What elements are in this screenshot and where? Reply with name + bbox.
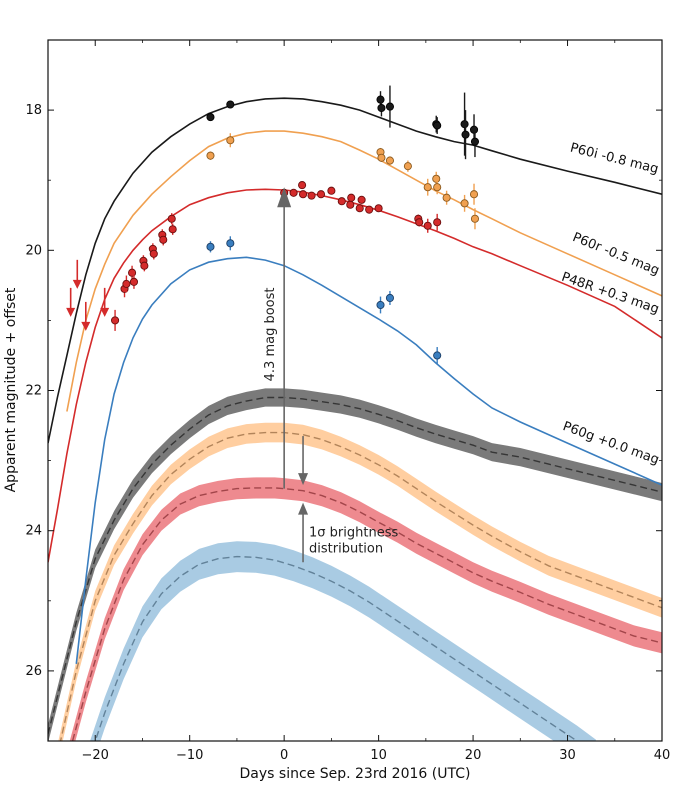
curve-series-2	[48, 188, 662, 563]
point-2-19	[327, 186, 336, 195]
point-1-12	[470, 214, 480, 223]
point-1-6	[423, 183, 432, 192]
x-tick-label-4: 20	[465, 748, 482, 763]
point-1-9	[442, 193, 451, 202]
brightness-bands	[48, 388, 662, 741]
point-2-24	[357, 195, 366, 204]
point-2-14	[289, 188, 298, 197]
point-0-2	[376, 95, 385, 104]
point-2-10	[159, 235, 168, 244]
boost-label: 4.3 mag boost	[263, 287, 278, 381]
point-1-7	[432, 174, 441, 183]
x-tick-label-1: −10	[176, 748, 203, 763]
point-2-23	[355, 204, 364, 213]
point-2-18	[316, 190, 326, 199]
point-0-7	[460, 120, 469, 129]
point-1-11	[469, 190, 479, 199]
point-0-10	[470, 137, 480, 146]
point-2-0	[111, 316, 120, 325]
point-3-2	[376, 300, 385, 310]
point-1-0	[206, 151, 215, 160]
upper-limit-arrow-1	[72, 279, 82, 289]
point-0-3	[377, 103, 386, 113]
sigma-arrow-up-head	[298, 502, 309, 515]
point-2-6	[140, 261, 149, 270]
band-2	[69, 477, 662, 741]
upper-limit-arrow-2	[81, 321, 91, 331]
curve-series-1	[66, 130, 662, 412]
y-tick-label-3: 24	[25, 524, 42, 539]
sigma-label-line1: 1σ brightness	[309, 525, 398, 540]
point-2-12	[168, 225, 177, 234]
point-2-20	[337, 197, 346, 206]
sigma-label-line2: distribution	[309, 541, 383, 556]
band-median-0	[48, 396, 662, 735]
data-points	[66, 85, 480, 364]
y-tick-label-2: 22	[25, 384, 42, 399]
point-2-28	[415, 218, 424, 227]
x-tick-label-0: −20	[82, 748, 109, 763]
point-1-4	[385, 156, 395, 165]
point-0-0	[206, 113, 215, 122]
curve-series-0	[48, 97, 662, 444]
y-tick-label-1: 20	[25, 243, 42, 258]
axes: −20 −10 0 10 20 30 40 18 20 22 24 26	[25, 39, 671, 763]
point-0-9	[469, 125, 479, 134]
x-tick-label-5: 30	[559, 748, 576, 763]
point-1-1	[226, 136, 235, 145]
point-2-2	[122, 279, 131, 288]
point-1-10	[460, 199, 469, 208]
point-2-22	[347, 193, 356, 202]
point-2-3	[128, 268, 137, 277]
point-2-15	[298, 181, 307, 190]
point-2-8	[149, 249, 158, 258]
x-tick-label-6: 40	[654, 748, 671, 763]
point-3-1	[226, 239, 235, 248]
point-2-29	[423, 221, 432, 230]
upper-limit-arrow-3	[100, 307, 110, 317]
point-3-0	[206, 242, 215, 251]
boost-arrow-head	[277, 187, 292, 208]
point-3-3	[385, 293, 395, 303]
x-tick-label-3: 10	[370, 748, 387, 763]
band-3	[90, 541, 596, 741]
point-1-8	[433, 183, 442, 192]
point-0-6	[433, 121, 442, 130]
point-2-16	[298, 190, 308, 199]
point-3-4	[433, 351, 442, 360]
point-1-5	[403, 162, 412, 171]
sigma-arrow-down-head	[298, 473, 309, 486]
point-1-3	[377, 153, 386, 162]
point-0-8	[461, 130, 470, 139]
upper-limit-arrow-0	[66, 307, 76, 317]
point-2-25	[365, 205, 374, 214]
point-0-1	[226, 100, 235, 109]
point-2-4	[129, 277, 139, 286]
x-axis-label: Days since Sep. 23rd 2016 (UTC)	[240, 766, 471, 782]
point-0-4	[385, 102, 395, 111]
y-tick-label-4: 26	[25, 664, 42, 679]
y-axis-label: Apparent magnitude + offset	[3, 287, 19, 492]
point-2-17	[307, 191, 316, 200]
band-median-1	[59, 431, 662, 741]
band-median-2	[71, 487, 662, 741]
band-median-3	[94, 555, 579, 741]
point-2-21	[346, 200, 355, 209]
point-2-11	[167, 214, 176, 223]
y-tick-label-0: 18	[25, 103, 42, 118]
x-tick-label-2: 0	[280, 748, 288, 763]
point-2-26	[374, 204, 383, 213]
point-2-30	[433, 218, 442, 227]
